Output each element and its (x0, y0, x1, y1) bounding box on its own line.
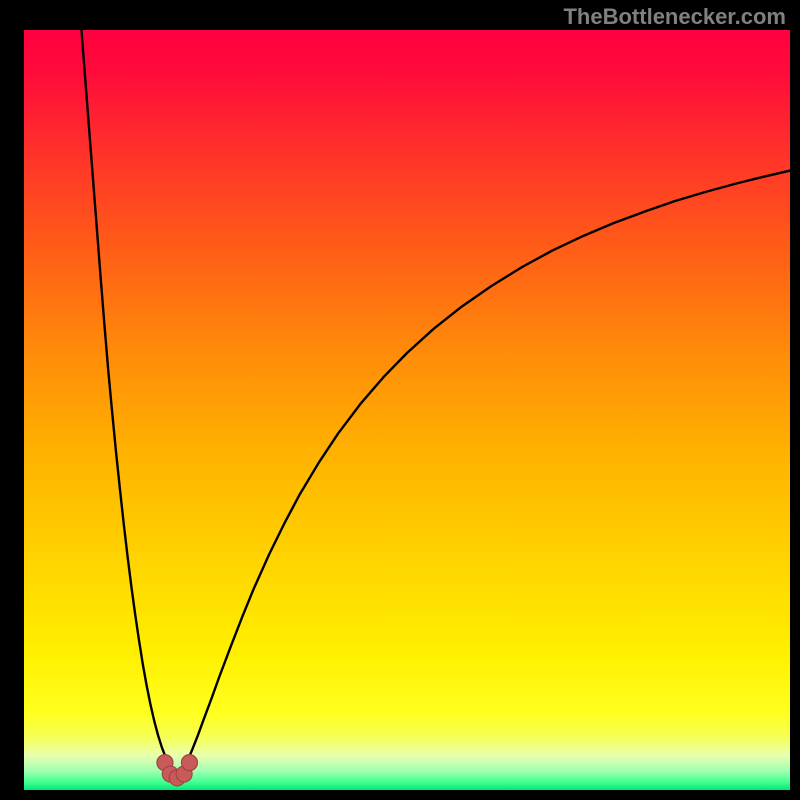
plot-area (24, 30, 790, 790)
data-marker (181, 755, 197, 771)
watermark-text: TheBottlenecker.com (563, 4, 786, 30)
bottleneck-chart-svg (24, 30, 790, 790)
chart-frame: TheBottlenecker.com (0, 0, 800, 800)
gradient-background (24, 30, 790, 790)
